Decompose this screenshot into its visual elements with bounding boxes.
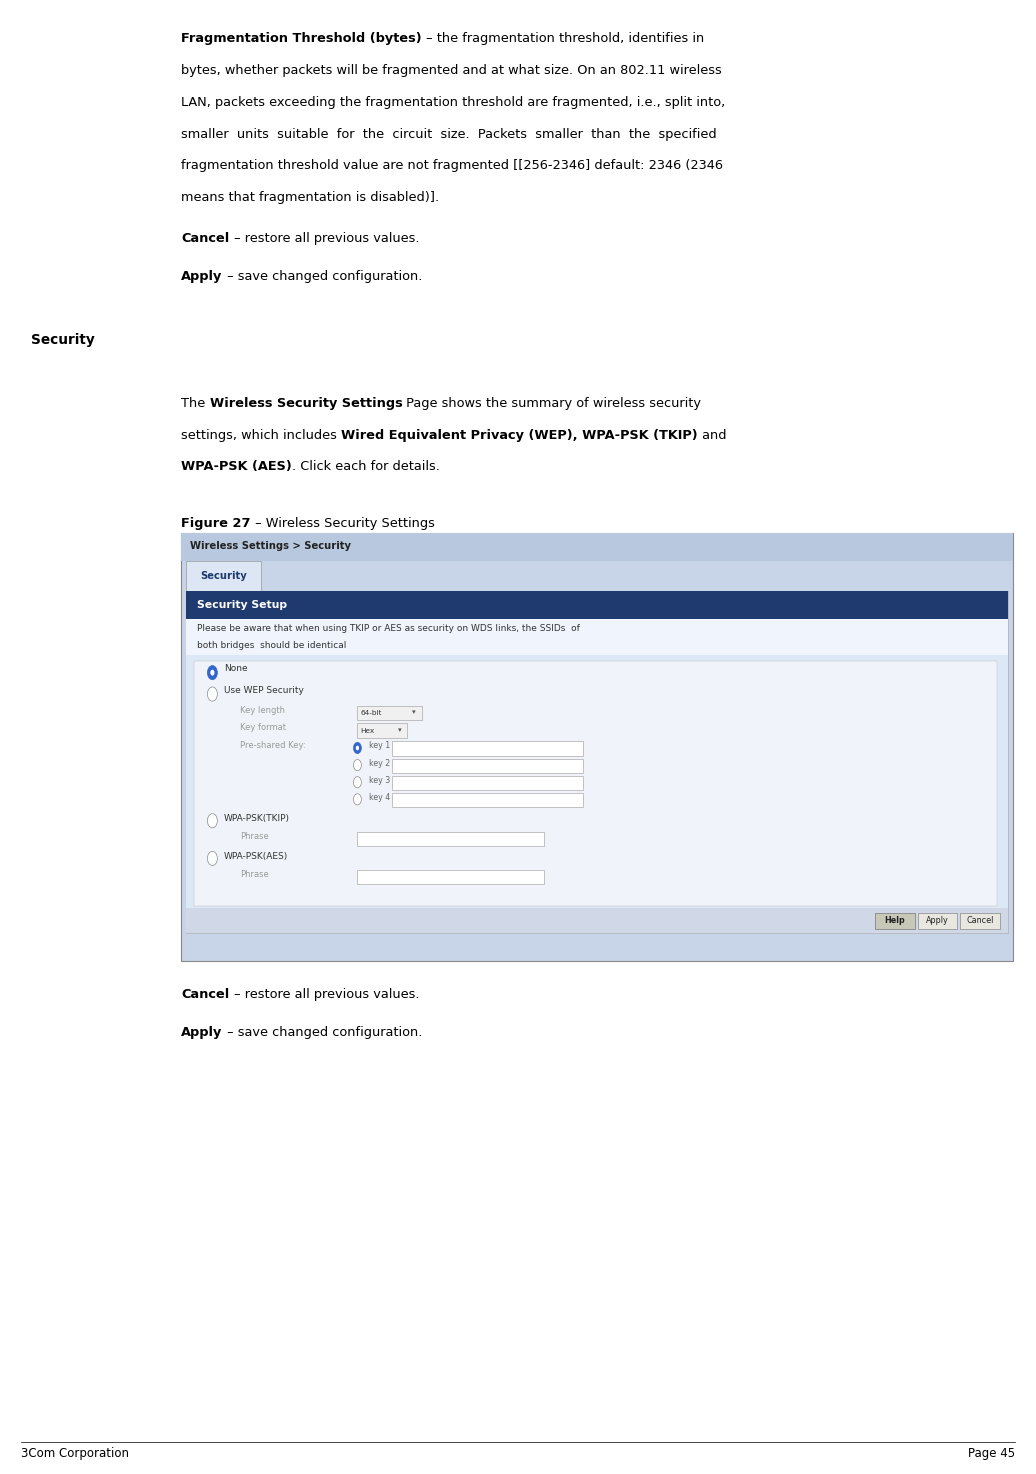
Text: Phrase: Phrase [240, 833, 269, 842]
Text: The: The [181, 397, 209, 410]
Text: key 2: key 2 [369, 759, 391, 768]
Text: – restore all previous values.: – restore all previous values. [230, 988, 419, 1001]
Text: WPA-PSK(AES): WPA-PSK(AES) [224, 852, 288, 861]
Text: bytes, whether packets will be fragmented and at what size. On an 802.11 wireles: bytes, whether packets will be fragmente… [181, 63, 722, 77]
Circle shape [207, 852, 218, 865]
Text: Wireless Settings > Security: Wireless Settings > Security [190, 541, 350, 551]
Text: Apply: Apply [181, 1026, 223, 1039]
FancyBboxPatch shape [357, 833, 544, 846]
Text: Key format: Key format [240, 724, 286, 733]
Text: settings, which includes: settings, which includes [181, 429, 341, 442]
Text: – Wireless Security Settings: – Wireless Security Settings [251, 517, 435, 531]
Text: Figure 27: Figure 27 [181, 517, 251, 531]
FancyBboxPatch shape [392, 741, 583, 756]
FancyBboxPatch shape [186, 619, 1008, 654]
Text: Security: Security [200, 570, 248, 581]
Text: and: and [698, 429, 726, 442]
Text: – save changed configuration.: – save changed configuration. [223, 270, 422, 283]
Circle shape [210, 669, 214, 675]
Text: WPA-PSK (AES): WPA-PSK (AES) [181, 460, 292, 473]
FancyBboxPatch shape [392, 759, 583, 772]
Text: Phrase: Phrase [240, 870, 269, 879]
Text: Apply: Apply [181, 270, 223, 283]
FancyBboxPatch shape [181, 534, 1013, 562]
FancyBboxPatch shape [875, 912, 915, 929]
FancyBboxPatch shape [392, 793, 583, 806]
FancyBboxPatch shape [357, 870, 544, 884]
Text: key 1: key 1 [369, 741, 391, 750]
FancyBboxPatch shape [357, 724, 407, 737]
Text: Wired Equivalent Privacy (WEP), WPA-PSK (TKIP): Wired Equivalent Privacy (WEP), WPA-PSK … [341, 429, 698, 442]
Text: Fragmentation Threshold (bytes): Fragmentation Threshold (bytes) [181, 32, 422, 46]
Text: Cancel: Cancel [181, 988, 230, 1001]
Text: Apply: Apply [926, 915, 949, 926]
Text: both bridges  should be identical: both bridges should be identical [197, 641, 346, 650]
Text: smaller  units  suitable  for  the  circuit  size.  Packets  smaller  than  the : smaller units suitable for the circuit s… [181, 128, 717, 140]
FancyBboxPatch shape [392, 775, 583, 790]
Text: WPA-PSK(TKIP): WPA-PSK(TKIP) [224, 814, 290, 824]
Text: Cancel: Cancel [967, 915, 994, 926]
FancyBboxPatch shape [186, 908, 1008, 933]
Text: Hex: Hex [361, 728, 375, 734]
Circle shape [355, 746, 359, 750]
Text: Security Setup: Security Setup [197, 600, 287, 610]
Text: 3Com Corporation: 3Com Corporation [21, 1447, 128, 1461]
Text: Wireless Security Settings: Wireless Security Settings [209, 397, 402, 410]
Text: Use WEP Security: Use WEP Security [224, 685, 304, 694]
Circle shape [353, 793, 362, 805]
Text: ▾: ▾ [412, 709, 416, 715]
FancyBboxPatch shape [357, 706, 422, 719]
Text: ▾: ▾ [398, 728, 402, 734]
Text: Help: Help [885, 915, 905, 926]
Circle shape [353, 743, 362, 753]
Text: . Click each for details.: . Click each for details. [292, 460, 440, 473]
FancyBboxPatch shape [194, 662, 997, 905]
Text: means that fragmentation is disabled)].: means that fragmentation is disabled)]. [181, 190, 439, 203]
Text: 64-bit: 64-bit [361, 709, 382, 715]
FancyBboxPatch shape [186, 591, 1008, 619]
Text: – save changed configuration.: – save changed configuration. [223, 1026, 422, 1039]
Text: fragmentation threshold value are not fragmented [[256-2346] default: 2346 (2346: fragmentation threshold value are not fr… [181, 159, 723, 172]
Circle shape [353, 759, 362, 771]
Circle shape [207, 666, 218, 680]
Text: key 4: key 4 [369, 793, 391, 802]
Text: key 3: key 3 [369, 775, 391, 784]
Text: None: None [224, 665, 248, 674]
Text: Page 45: Page 45 [969, 1447, 1015, 1461]
Text: Key length: Key length [240, 706, 285, 715]
Text: Security: Security [31, 333, 95, 348]
Text: – restore all previous values.: – restore all previous values. [230, 231, 419, 245]
FancyBboxPatch shape [181, 534, 1013, 961]
Text: LAN, packets exceeding the fragmentation threshold are fragmented, i.e., split i: LAN, packets exceeding the fragmentation… [181, 96, 725, 109]
FancyBboxPatch shape [186, 562, 261, 591]
Text: Please be aware that when using TKIP or AES as security on WDS links, the SSIDs : Please be aware that when using TKIP or … [197, 625, 580, 634]
Text: Page shows the summary of wireless security: Page shows the summary of wireless secur… [402, 397, 701, 410]
Text: Cancel: Cancel [181, 231, 230, 245]
FancyBboxPatch shape [960, 912, 1000, 929]
Circle shape [207, 687, 218, 702]
Text: Pre-shared Key:: Pre-shared Key: [240, 741, 306, 750]
Circle shape [353, 777, 362, 787]
FancyBboxPatch shape [186, 591, 1008, 933]
Circle shape [207, 814, 218, 828]
Text: – the fragmentation threshold, identifies in: – the fragmentation threshold, identifie… [422, 32, 704, 46]
FancyBboxPatch shape [918, 912, 957, 929]
FancyBboxPatch shape [186, 654, 1008, 908]
